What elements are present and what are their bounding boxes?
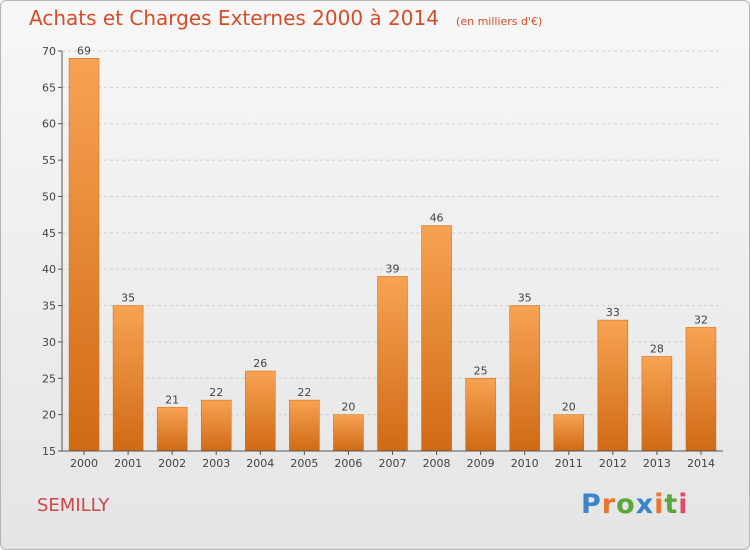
bar <box>156 407 188 452</box>
data-labels: 69 35 21 22 26 22 20 39 46 25 35 20 33 28 32 <box>77 44 708 413</box>
bar-value-label: 32 <box>694 313 708 326</box>
bar <box>465 378 496 452</box>
y-tick-label: 45 <box>42 227 56 240</box>
y-tick-label: 15 <box>42 445 56 458</box>
bar-value-label: 26 <box>253 357 267 370</box>
x-tick-label: 2006 <box>334 457 362 470</box>
bar-value-label: 35 <box>121 292 135 305</box>
x-tick-label: 2005 <box>290 457 318 470</box>
brand-letter: r <box>601 489 617 520</box>
bar <box>333 414 364 452</box>
y-tick-label: 65 <box>42 81 56 94</box>
bar-value-label: 20 <box>562 401 576 414</box>
chart-title-block: Achats et Charges Externes 2000 à 2014 (… <box>29 6 542 30</box>
y-tick-label: 60 <box>42 118 56 131</box>
bar <box>68 58 100 452</box>
x-tick-label: 2003 <box>202 457 230 470</box>
bar <box>200 399 232 452</box>
y-tick-label: 35 <box>42 300 56 313</box>
chart-title: Achats et Charges Externes 2000 à 2014 <box>29 6 439 30</box>
x-tick-label: 2014 <box>687 457 715 470</box>
y-tick-label: 55 <box>42 154 56 167</box>
x-tick-label: 2007 <box>379 457 407 470</box>
bar <box>112 305 144 452</box>
brand-letter: P <box>581 489 602 520</box>
x-tick-label: 2008 <box>423 457 451 470</box>
bar-chart: 69 35 21 22 26 22 20 39 46 25 35 20 33 28 32 15 20 25 30 3… <box>42 44 723 470</box>
bar-value-label: 21 <box>165 393 179 406</box>
y-tick-label: 40 <box>42 263 56 276</box>
bar-value-label: 46 <box>430 212 444 225</box>
y-tick-label: 25 <box>42 372 56 385</box>
bar <box>553 414 585 452</box>
bar-value-label: 28 <box>650 342 664 355</box>
bar-value-label: 22 <box>297 386 311 399</box>
bar-value-label: 69 <box>77 44 91 57</box>
bar <box>289 399 320 452</box>
x-tick-label: 2011 <box>555 457 583 470</box>
x-tick-label: 2001 <box>114 457 142 470</box>
chart-unit: (en milliers d'€) <box>456 15 543 28</box>
brand-letter: x <box>635 489 655 520</box>
axes: 15 20 25 30 35 40 45 50 55 60 65 70 2000 2001 2002 2003… <box>42 45 723 470</box>
brand-letter: i <box>654 489 665 520</box>
y-tick-label: 70 <box>42 45 56 58</box>
bar <box>597 319 629 452</box>
x-tick-label: 2013 <box>643 457 671 470</box>
x-tick-label: 2012 <box>599 457 627 470</box>
bar <box>377 276 408 452</box>
x-tick-label: 2002 <box>158 457 186 470</box>
bar <box>685 327 717 452</box>
y-tick-label: 30 <box>42 336 56 349</box>
bar-value-label: 22 <box>209 386 223 399</box>
city-name: SEMILLY <box>37 495 110 516</box>
bar <box>421 225 452 452</box>
bar-value-label: 35 <box>518 292 532 305</box>
bar <box>509 305 540 452</box>
bar-value-label: 25 <box>474 364 488 377</box>
bar <box>245 370 276 452</box>
bar-value-label: 33 <box>606 306 620 319</box>
x-tick-label: 2000 <box>70 457 98 470</box>
x-tick-label: 2010 <box>511 457 539 470</box>
brand-letter: t <box>664 489 679 520</box>
y-tick-label: 20 <box>42 409 56 422</box>
brand-letter: o <box>616 489 636 520</box>
y-tick-label: 50 <box>42 190 56 203</box>
brand-letter: i <box>678 489 689 520</box>
bars <box>68 58 717 452</box>
x-tick-label: 2009 <box>467 457 495 470</box>
brand-logo[interactable]: Proxiti <box>581 489 689 520</box>
bar-value-label: 39 <box>386 262 400 275</box>
bar <box>641 356 673 452</box>
bar-value-label: 20 <box>341 401 355 414</box>
x-tick-label: 2004 <box>246 457 274 470</box>
